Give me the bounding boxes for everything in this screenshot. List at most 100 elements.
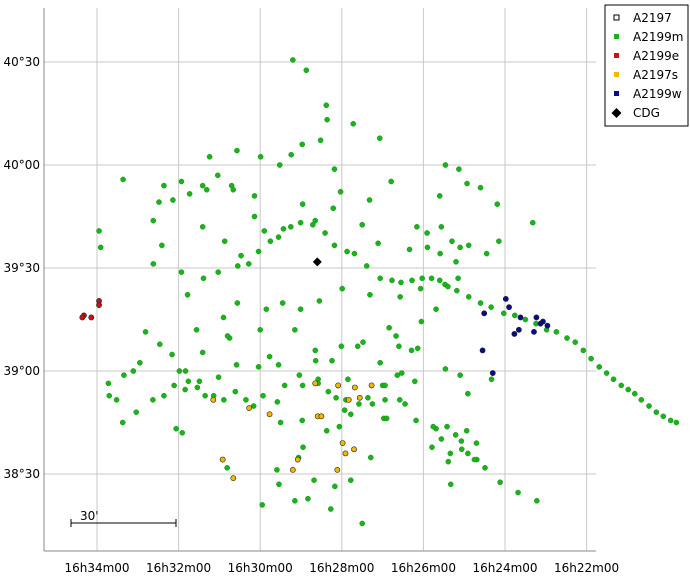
data-point [119,419,126,426]
data-point [199,349,206,356]
data-point [331,166,338,172]
data-point [161,392,167,399]
data-point [120,176,126,183]
x-tick-label: 16h22m00 [554,561,619,575]
legend-label: CDG [633,106,660,120]
data-point [292,497,298,504]
data-point [375,240,381,247]
data-point [280,226,287,232]
data-point [419,275,425,282]
data-point [157,341,163,348]
data-point [342,450,349,457]
data-point [96,228,102,234]
x-tick-label: 16h34m00 [64,561,129,575]
data-point [531,328,537,335]
data-point [170,197,176,203]
data-point [494,201,501,207]
y-tick-label: 40°30 [3,55,40,69]
data-point [323,427,330,434]
data-point [303,67,310,74]
data-point [281,382,288,389]
data-point [224,465,230,471]
legend-swatch [613,14,620,21]
data-point [465,242,472,249]
data-point [522,316,529,323]
data-point [363,263,370,269]
data-point [310,221,316,228]
data-point [297,306,304,313]
data-point [369,401,376,407]
data-point [203,186,210,193]
data-point [234,300,241,306]
data-point [150,217,157,224]
data-point [458,438,465,444]
data-point [413,417,419,424]
data-point [255,364,262,370]
data-point [97,244,104,251]
data-point [142,329,149,335]
legend-swatch [611,108,622,118]
data-point [329,357,335,364]
data-point [515,489,521,496]
data-point [337,188,344,195]
data-point [436,277,443,284]
data-point [603,370,610,376]
y-tick-label: 40°00 [3,158,40,172]
data-point [312,257,322,267]
data-point [332,483,338,490]
data-point [356,401,362,407]
data-point [234,147,240,154]
y-tick-label: 39°00 [3,364,40,378]
data-point [106,392,113,399]
data-point [452,432,459,438]
data-point [465,390,471,397]
data-point [206,153,213,160]
data-point [316,298,323,304]
data-point [483,250,490,257]
data-point [210,396,217,403]
data-point [202,392,208,399]
data-point [161,182,167,189]
data-point [299,417,306,424]
data-point [506,304,512,311]
data-point [414,223,420,230]
data-point [312,357,319,364]
legend-swatch [614,91,619,96]
data-point [345,376,351,383]
data-point [345,396,352,403]
scale-bar-label: 30' [80,509,99,523]
data-point [382,382,388,389]
data-point [660,413,667,420]
data-point [396,343,402,350]
data-point [544,322,551,329]
data-point [347,477,354,483]
data-point [351,446,357,453]
data-point [171,382,177,389]
data-point [245,261,252,267]
data-point [199,223,206,230]
data-point [220,314,227,321]
data-point [312,347,319,354]
data-point [330,205,337,212]
data-point [317,137,324,144]
data-point [625,386,632,393]
data-point [351,250,358,257]
data-point [517,314,524,321]
data-point [113,397,120,403]
plot-frame [43,8,596,552]
grid-lines [44,8,596,551]
x-tick-label: 16h28m00 [309,561,374,575]
data-point [323,102,330,109]
data-point [311,477,317,483]
data-point [477,184,484,191]
data-point [402,401,408,407]
data-point [257,326,264,333]
x-tick-label: 16h26m00 [391,561,456,575]
data-point [424,230,430,236]
x-tick-label: 16h30m00 [228,561,293,575]
data-point [453,259,459,265]
data-point [489,370,496,376]
data-point [105,380,112,387]
data-point [408,347,415,354]
data-point [412,378,418,385]
